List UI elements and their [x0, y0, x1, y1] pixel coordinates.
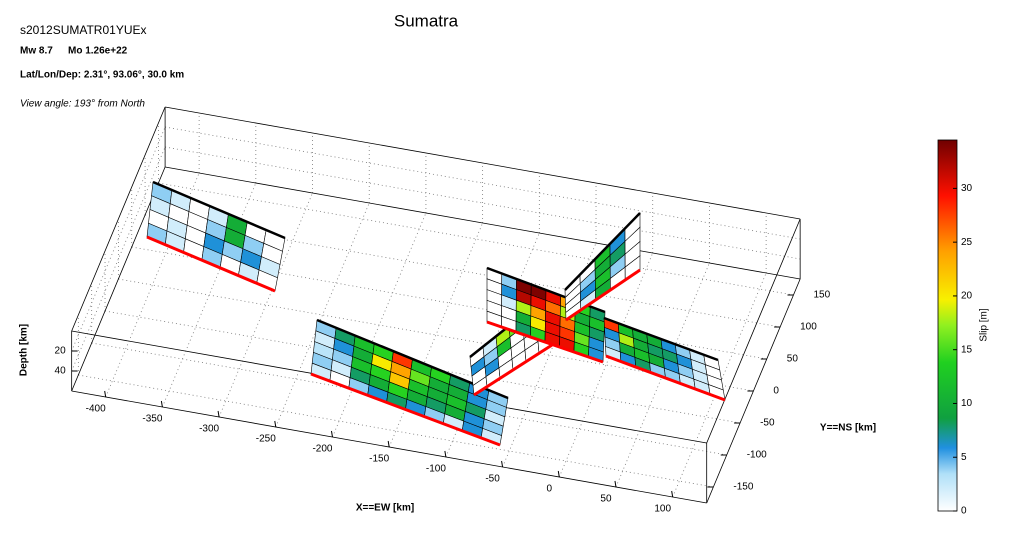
run-id: s2012SUMATR01YUEx [20, 23, 147, 37]
z-axis-label: Depth [km] [19, 324, 30, 376]
x-tick-label: -150 [369, 454, 389, 465]
view-angle: View angle: 193° from North [20, 99, 145, 110]
fault-bottom-edge [486, 320, 604, 364]
x-tick [104, 390, 107, 398]
fault-top-edge [152, 180, 286, 240]
axis-box [165, 106, 801, 220]
x-tick-label: -350 [142, 414, 162, 425]
x-tick [614, 480, 617, 488]
grid-line [672, 272, 767, 498]
x-tick-label: -300 [199, 424, 219, 435]
z-tick-label: 20 [55, 346, 67, 357]
grid-line [275, 202, 370, 428]
colorbar-tick-label: 0 [961, 506, 967, 517]
grid-line [502, 242, 597, 468]
grid-line [162, 182, 257, 408]
axis-box [706, 218, 801, 444]
colorbar-tick-label: 5 [961, 452, 967, 463]
x-tick-label: 0 [546, 484, 552, 495]
x-tick-label: -100 [426, 464, 446, 475]
colorbar [937, 139, 958, 512]
colorbar-tick-label: 10 [961, 398, 973, 409]
x-tick [274, 420, 277, 428]
y-tick-label: 150 [813, 290, 830, 301]
x-tick [671, 490, 674, 498]
x-tick [501, 460, 504, 468]
colorbar-tick-label: 30 [961, 183, 973, 194]
axis-box [71, 390, 707, 504]
y-axis-label: Y==NS [km] [820, 423, 876, 434]
fault-bottom-edge [310, 372, 501, 447]
y-tick-label: 50 [787, 354, 799, 365]
x-tick-label: -250 [256, 434, 276, 445]
y-tick-label: 0 [773, 386, 779, 397]
x-tick [444, 450, 447, 458]
fault-top-edge [603, 316, 719, 362]
y-tick-label: -150 [733, 482, 753, 493]
grid-line [218, 192, 313, 418]
x-axis-label: X==EW [km] [356, 503, 414, 514]
x-tick [160, 400, 163, 408]
grid-line [615, 262, 710, 488]
y-tick-label: -100 [747, 450, 767, 461]
colorbar-tick-label: 15 [961, 344, 973, 355]
axis-box [71, 106, 166, 332]
colorbar-tick-label: 25 [961, 237, 973, 248]
x-tick [387, 440, 390, 448]
x-tick-label: -200 [312, 444, 332, 455]
magnitude: Mw 8.7 [20, 46, 53, 57]
grid-line [71, 126, 166, 352]
fault-bottom-edge [565, 268, 641, 322]
x-tick-label: -400 [86, 404, 106, 415]
grid-line [105, 172, 200, 398]
x-tick-label: -50 [485, 474, 500, 485]
colorbar-label: Slip [m] [979, 308, 990, 342]
y-tick-label: -50 [760, 418, 775, 429]
x-tick-label: 50 [600, 494, 612, 505]
z-tick-label: 40 [55, 366, 67, 377]
x-tick [557, 470, 560, 478]
axis-box [165, 166, 801, 280]
grid-line [332, 212, 427, 438]
fault-bottom-edge [146, 235, 276, 293]
x-tick [330, 430, 333, 438]
chart-title: Sumatra [394, 11, 459, 30]
grid-line [558, 252, 654, 478]
fault-top-edge [564, 212, 641, 291]
y-tick-label: 100 [800, 322, 817, 333]
moment: Mo 1.26e+22 [68, 46, 128, 57]
x-tick [217, 410, 220, 418]
colorbar-tick-label: 20 [961, 291, 973, 302]
location: Lat/Lon/Dep: 2.31°, 93.06°, 30.0 km [20, 70, 184, 81]
fault-bottom-edge [473, 343, 553, 397]
axis-box [71, 166, 166, 392]
fault-bottom-edge [605, 354, 726, 402]
x-tick-label: 100 [654, 504, 671, 515]
axis-box [706, 278, 801, 504]
